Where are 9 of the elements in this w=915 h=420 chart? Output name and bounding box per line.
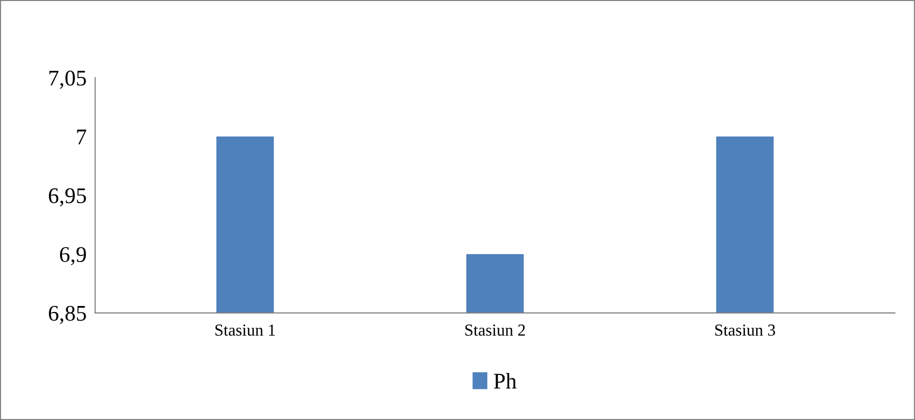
x-tick-label: Stasiun 1 <box>215 324 275 336</box>
y-tick-label: 6,95 <box>48 188 86 206</box>
y-tick-label: 7,05 <box>49 70 86 89</box>
x-tick-label: Stasiun 3 <box>715 324 776 336</box>
legend-label: Ph <box>494 373 516 388</box>
y-tick-label: 6,9 <box>60 247 86 266</box>
y-tick-label: 7 <box>77 130 86 144</box>
x-tick-label: Stasiun 2 <box>465 324 525 336</box>
y-tick-label: 6,85 <box>48 306 86 324</box>
